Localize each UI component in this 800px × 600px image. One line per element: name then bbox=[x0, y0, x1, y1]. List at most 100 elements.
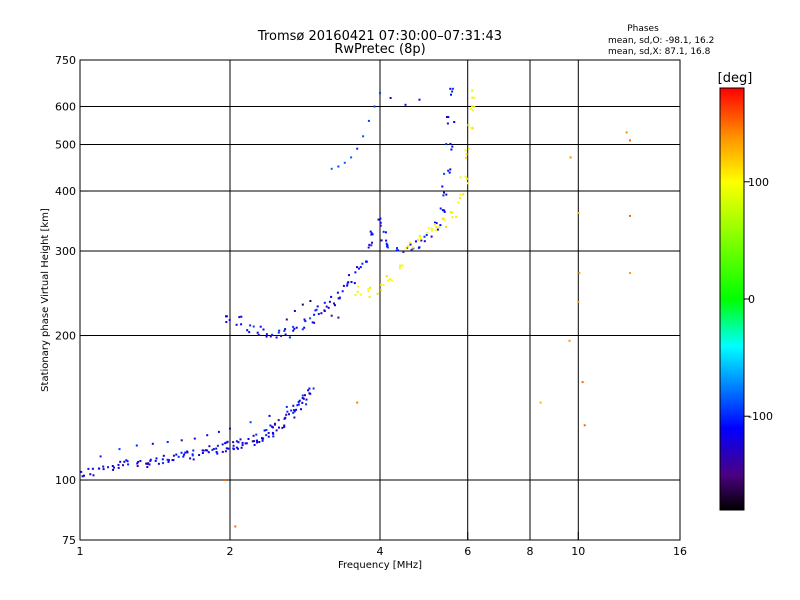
echo-point bbox=[192, 458, 195, 461]
echo-point bbox=[315, 308, 318, 311]
echo-point bbox=[441, 185, 444, 188]
x-tick-label: 6 bbox=[464, 545, 471, 558]
echo-point bbox=[569, 156, 572, 159]
echo-point bbox=[466, 177, 468, 180]
echo-point bbox=[229, 427, 231, 430]
echo-point bbox=[265, 434, 268, 437]
echo-point bbox=[240, 446, 243, 449]
echo-point bbox=[307, 389, 310, 392]
echo-point bbox=[277, 331, 280, 334]
echo-point bbox=[182, 455, 185, 458]
echo-point bbox=[356, 266, 358, 269]
echo-point bbox=[249, 421, 252, 424]
echo-point bbox=[578, 272, 581, 274]
echo-point bbox=[309, 392, 312, 395]
echo-point bbox=[208, 445, 211, 448]
echo-point bbox=[409, 243, 412, 246]
echo-point bbox=[225, 321, 228, 323]
echo-point bbox=[443, 218, 446, 221]
echo-point bbox=[224, 442, 226, 445]
echo-point bbox=[367, 290, 370, 293]
echo-point bbox=[237, 447, 239, 450]
echo-point bbox=[317, 313, 320, 315]
echo-point bbox=[278, 426, 280, 429]
echo-point bbox=[207, 451, 210, 454]
echo-point bbox=[357, 285, 360, 288]
echo-point bbox=[269, 424, 272, 427]
echo-point bbox=[215, 447, 218, 450]
echo-point bbox=[292, 411, 295, 414]
echo-point bbox=[246, 329, 249, 332]
echo-point bbox=[436, 228, 439, 231]
echo-point bbox=[312, 387, 315, 390]
echo-point bbox=[367, 119, 370, 122]
echo-point bbox=[232, 444, 235, 447]
echo-point bbox=[211, 448, 214, 451]
echo-point bbox=[123, 460, 126, 463]
echo-point bbox=[285, 413, 288, 416]
echo-point bbox=[302, 397, 305, 400]
echo-point bbox=[385, 242, 388, 245]
echo-point bbox=[420, 239, 423, 242]
echo-point bbox=[256, 441, 259, 444]
echo-point bbox=[257, 333, 260, 336]
echo-point bbox=[447, 169, 450, 172]
echo-point bbox=[473, 106, 476, 108]
echo-point bbox=[423, 235, 426, 238]
echo-point bbox=[438, 226, 441, 229]
echo-point bbox=[354, 271, 357, 274]
echo-point bbox=[380, 288, 383, 291]
echo-point bbox=[371, 241, 373, 244]
echo-point bbox=[389, 97, 392, 99]
colorbar bbox=[719, 87, 745, 511]
echo-point bbox=[251, 440, 254, 443]
echo-point bbox=[300, 408, 302, 411]
echo-point bbox=[151, 442, 154, 445]
echo-point bbox=[412, 246, 414, 249]
echo-point bbox=[253, 444, 256, 446]
echo-point bbox=[396, 247, 398, 250]
grid-lines bbox=[80, 60, 680, 540]
echo-point bbox=[189, 457, 192, 460]
echo-point bbox=[406, 245, 409, 248]
echo-point bbox=[419, 237, 422, 240]
echo-point bbox=[368, 296, 371, 298]
y-axis-ticks: 75 100 200 300 400 500 600 750 bbox=[55, 54, 88, 547]
echo-point bbox=[376, 292, 379, 295]
echo-point bbox=[162, 462, 164, 465]
x-tick-label: 10 bbox=[571, 545, 585, 558]
echo-point bbox=[192, 449, 195, 452]
echo-point bbox=[629, 139, 631, 142]
echo-point bbox=[446, 116, 448, 118]
echo-point bbox=[135, 444, 138, 447]
echo-point bbox=[457, 201, 460, 204]
echo-point bbox=[167, 459, 170, 462]
echo-point bbox=[418, 98, 421, 101]
echo-point bbox=[296, 404, 299, 407]
echo-point bbox=[224, 450, 227, 453]
echo-point bbox=[226, 440, 229, 443]
echo-point bbox=[252, 434, 255, 437]
echo-point bbox=[81, 475, 84, 478]
echo-point bbox=[435, 222, 438, 225]
echo-point bbox=[180, 439, 183, 442]
echo-point bbox=[382, 230, 385, 233]
echo-point bbox=[468, 147, 471, 150]
echo-point bbox=[255, 433, 258, 436]
echo-point bbox=[261, 439, 264, 442]
echo-point bbox=[471, 96, 474, 99]
echo-point bbox=[377, 218, 380, 221]
echo-point bbox=[368, 243, 371, 246]
echo-point bbox=[434, 221, 436, 224]
echo-point bbox=[443, 209, 446, 212]
echo-point bbox=[629, 272, 631, 274]
echo-point bbox=[399, 264, 402, 267]
echo-point bbox=[367, 246, 370, 249]
echo-point bbox=[166, 458, 169, 461]
echo-point bbox=[348, 274, 350, 277]
echo-point bbox=[577, 300, 580, 303]
echo-point bbox=[234, 525, 237, 528]
echo-point bbox=[367, 288, 370, 291]
colorbar-tick-label: -100 bbox=[748, 410, 773, 423]
